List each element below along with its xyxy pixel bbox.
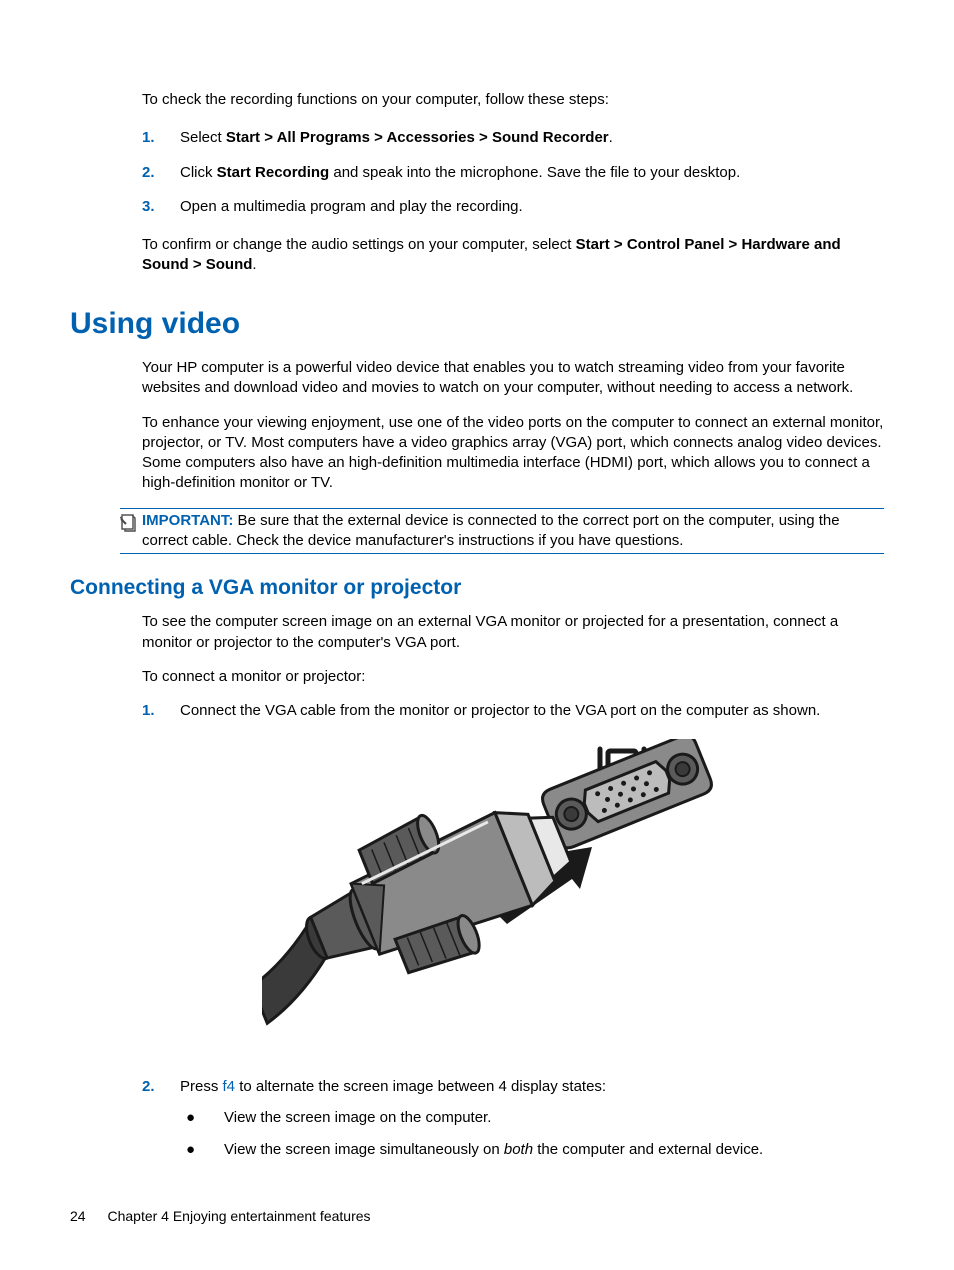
bullet-marker: ● <box>180 1140 224 1160</box>
step-number: 3. <box>142 197 180 217</box>
step-text: Open a multimedia program and play the r… <box>180 197 884 217</box>
vga-step2-block: 2. Press f4 to alternate the screen imag… <box>142 1077 884 1172</box>
note-label: IMPORTANT: <box>142 512 233 529</box>
chapter-title: Chapter 4 Enjoying entertainment feature… <box>107 1208 370 1224</box>
list-item: ● View the screen image on the computer. <box>180 1108 884 1128</box>
body-paragraph: To see the computer screen image on an e… <box>142 612 884 653</box>
step-number: 2. <box>142 1077 180 1172</box>
list-item: 2. Press f4 to alternate the screen imag… <box>142 1077 884 1172</box>
note-icon <box>120 511 142 552</box>
document-page: To check the recording functions on your… <box>0 0 954 1270</box>
recording-steps-list: 1. Select Start > All Programs > Accesso… <box>142 128 884 217</box>
list-item: ● View the screen image simultaneously o… <box>180 1140 884 1160</box>
list-item: 2. Click Start Recording and speak into … <box>142 163 884 183</box>
using-video-body: Your HP computer is a powerful video dev… <box>142 358 884 494</box>
step-text: Select Start > All Programs > Accessorie… <box>180 128 884 148</box>
bullet-marker: ● <box>180 1108 224 1128</box>
important-note-box: IMPORTANT: Be sure that the external dev… <box>120 508 884 555</box>
list-item: 1. Select Start > All Programs > Accesso… <box>142 128 884 148</box>
body-paragraph: Your HP computer is a powerful video dev… <box>142 358 884 399</box>
recording-intro-block: To check the recording functions on your… <box>142 90 884 276</box>
page-number: 24 <box>70 1208 86 1224</box>
step-text: Connect the VGA cable from the monitor o… <box>180 701 884 721</box>
body-paragraph: To enhance your viewing enjoyment, use o… <box>142 413 884 494</box>
vga-steps-list: 1. Connect the VGA cable from the monito… <box>142 701 884 721</box>
body-paragraph: To connect a monitor or projector: <box>142 667 884 687</box>
step-number: 2. <box>142 163 180 183</box>
intro-lead-text: To check the recording functions on your… <box>142 90 884 110</box>
vga-connection-illustration <box>120 739 884 1059</box>
step-text: Press f4 to alternate the screen image b… <box>180 1077 884 1172</box>
list-item: 1. Connect the VGA cable from the monito… <box>142 701 884 721</box>
bullet-text: View the screen image simultaneously on … <box>224 1140 763 1160</box>
note-text: IMPORTANT: Be sure that the external dev… <box>142 511 884 552</box>
step-text: Click Start Recording and speak into the… <box>180 163 884 183</box>
step-number: 1. <box>142 701 180 721</box>
key-reference: f4 <box>223 1078 236 1095</box>
confirm-settings-text: To confirm or change the audio settings … <box>142 235 884 276</box>
list-item: 3. Open a multimedia program and play th… <box>142 197 884 217</box>
subsection-heading-vga: Connecting a VGA monitor or projector <box>70 574 884 602</box>
vga-subsection-body: To see the computer screen image on an e… <box>142 612 884 721</box>
display-states-bullets: ● View the screen image on the computer.… <box>180 1108 884 1161</box>
section-heading-using-video: Using video <box>70 304 884 345</box>
page-footer: 24 Chapter 4 Enjoying entertainment feat… <box>70 1207 371 1226</box>
step-number: 1. <box>142 128 180 148</box>
vga-steps-list-2: 2. Press f4 to alternate the screen imag… <box>142 1077 884 1172</box>
bullet-text: View the screen image on the computer. <box>224 1108 491 1128</box>
